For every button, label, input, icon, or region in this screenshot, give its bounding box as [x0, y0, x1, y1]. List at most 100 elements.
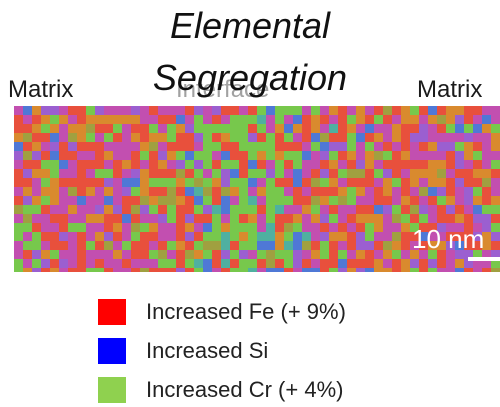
- map-pixel: [464, 187, 473, 196]
- map-pixel: [239, 124, 248, 133]
- map-pixel: [266, 214, 275, 223]
- map-pixel: [482, 241, 491, 250]
- map-pixel: [140, 142, 149, 151]
- map-pixel: [302, 133, 311, 142]
- map-pixel: [338, 151, 347, 160]
- map-pixel: [419, 259, 428, 268]
- map-pixel: [23, 223, 32, 232]
- map-pixel: [140, 268, 149, 272]
- map-pixel: [194, 223, 203, 232]
- map-pixel: [86, 115, 95, 124]
- map-pixel: [131, 232, 140, 241]
- map-pixel: [68, 223, 77, 232]
- map-pixel: [266, 250, 275, 259]
- map-pixel: [455, 124, 464, 133]
- map-pixel: [221, 196, 230, 205]
- map-pixel: [131, 259, 140, 268]
- map-pixel: [464, 151, 473, 160]
- map-pixel: [383, 115, 392, 124]
- map-pixel: [410, 250, 419, 259]
- map-pixel: [473, 241, 482, 250]
- map-pixel: [248, 124, 257, 133]
- map-pixel: [68, 151, 77, 160]
- map-pixel: [50, 142, 59, 151]
- map-pixel: [491, 178, 500, 187]
- map-pixel: [437, 169, 446, 178]
- map-pixel: [167, 124, 176, 133]
- map-pixel: [248, 259, 257, 268]
- map-pixel: [95, 106, 104, 115]
- map-pixel: [86, 187, 95, 196]
- map-pixel: [464, 106, 473, 115]
- map-pixel: [383, 268, 392, 272]
- map-pixel: [185, 241, 194, 250]
- map-pixel: [329, 196, 338, 205]
- map-pixel: [131, 106, 140, 115]
- map-pixel: [437, 187, 446, 196]
- map-pixel: [473, 169, 482, 178]
- map-pixel: [473, 223, 482, 232]
- map-pixel: [194, 160, 203, 169]
- map-pixel: [239, 178, 248, 187]
- map-pixel: [347, 160, 356, 169]
- map-pixel: [410, 259, 419, 268]
- map-pixel: [95, 241, 104, 250]
- map-pixel: [374, 151, 383, 160]
- map-pixel: [185, 151, 194, 160]
- map-pixel: [131, 205, 140, 214]
- map-pixel: [419, 151, 428, 160]
- map-pixel: [239, 187, 248, 196]
- map-pixel: [455, 187, 464, 196]
- map-pixel: [401, 196, 410, 205]
- map-pixel: [356, 106, 365, 115]
- map-pixel: [338, 223, 347, 232]
- map-pixel: [257, 133, 266, 142]
- map-pixel: [356, 178, 365, 187]
- map-pixel: [392, 241, 401, 250]
- map-pixel: [86, 160, 95, 169]
- map-pixel: [68, 214, 77, 223]
- map-pixel: [338, 106, 347, 115]
- map-pixel: [230, 241, 239, 250]
- map-pixel: [104, 187, 113, 196]
- map-pixel: [95, 151, 104, 160]
- map-pixel: [50, 268, 59, 272]
- map-pixel: [455, 178, 464, 187]
- map-pixel: [203, 178, 212, 187]
- map-pixel: [275, 151, 284, 160]
- map-pixel: [428, 250, 437, 259]
- map-pixel: [14, 214, 23, 223]
- map-pixel: [383, 169, 392, 178]
- map-pixel: [176, 151, 185, 160]
- map-pixel: [158, 232, 167, 241]
- map-pixel: [266, 106, 275, 115]
- map-pixel: [410, 223, 419, 232]
- legend-swatch-cr: [98, 377, 126, 403]
- map-pixel: [122, 214, 131, 223]
- map-pixel: [167, 142, 176, 151]
- map-pixel: [59, 205, 68, 214]
- map-pixel: [302, 232, 311, 241]
- map-pixel: [374, 205, 383, 214]
- map-pixel: [248, 169, 257, 178]
- map-pixel: [68, 259, 77, 268]
- map-pixel: [131, 124, 140, 133]
- map-pixel: [203, 196, 212, 205]
- map-pixel: [374, 160, 383, 169]
- map-pixel: [167, 151, 176, 160]
- map-pixel: [392, 106, 401, 115]
- map-pixel: [104, 250, 113, 259]
- map-pixel: [77, 241, 86, 250]
- map-pixel: [221, 115, 230, 124]
- map-pixel: [239, 232, 248, 241]
- region-label-left: Matrix: [8, 76, 74, 103]
- map-pixel: [221, 250, 230, 259]
- map-pixel: [203, 259, 212, 268]
- map-pixel: [365, 205, 374, 214]
- map-pixel: [131, 196, 140, 205]
- map-pixel: [248, 133, 257, 142]
- map-pixel: [50, 169, 59, 178]
- map-pixel: [203, 169, 212, 178]
- map-pixel: [356, 133, 365, 142]
- map-pixel: [266, 223, 275, 232]
